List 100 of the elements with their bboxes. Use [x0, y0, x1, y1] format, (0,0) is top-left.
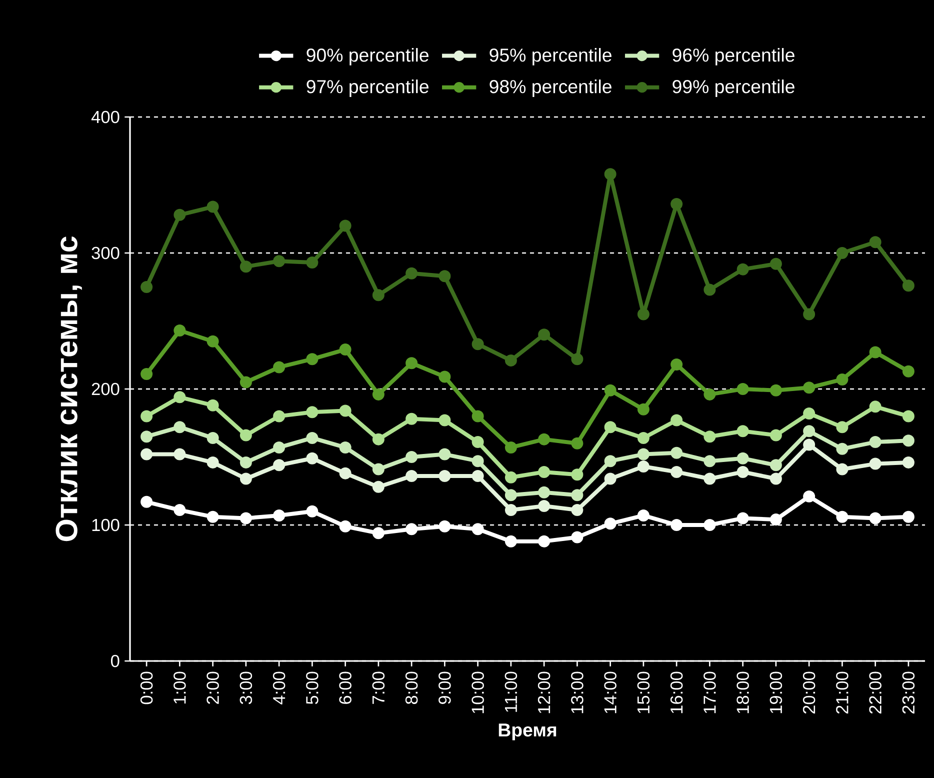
point	[704, 519, 716, 531]
point	[538, 328, 550, 341]
y-tick-label: 300	[92, 246, 120, 260]
point	[704, 284, 716, 296]
point	[339, 467, 352, 480]
x-tick-label: 7:00	[372, 672, 385, 704]
point	[472, 338, 484, 350]
x-tick-label: 23:00	[902, 672, 915, 714]
x-tick-label: 11:00	[504, 672, 518, 712]
x-tick-label: 10:00	[472, 672, 484, 714]
x-tick-label: 6:00	[339, 672, 352, 704]
point	[670, 466, 683, 478]
point	[836, 247, 848, 259]
x-tick-label: 12:00	[538, 672, 550, 714]
point	[869, 400, 882, 413]
point	[803, 382, 816, 394]
point	[472, 410, 484, 422]
point	[736, 466, 749, 478]
point	[604, 455, 616, 468]
point	[704, 430, 716, 443]
point	[472, 455, 484, 468]
x-tick-label: 3:00	[240, 672, 252, 704]
point	[273, 441, 286, 454]
point	[770, 258, 782, 270]
point	[902, 410, 914, 422]
point	[174, 208, 186, 221]
point	[538, 486, 550, 498]
point	[803, 308, 816, 320]
point	[836, 421, 848, 434]
point	[174, 421, 186, 434]
point	[306, 256, 318, 269]
point	[637, 448, 650, 460]
x-tick-label: 16:00	[670, 672, 683, 714]
point	[670, 414, 683, 426]
x-tick-label: 20:00	[802, 672, 816, 714]
point	[504, 489, 517, 502]
point	[836, 463, 848, 476]
point	[339, 344, 352, 356]
point	[571, 531, 584, 544]
point	[273, 509, 286, 522]
legend-label: 96% percentile	[672, 48, 794, 66]
x-tick-label: 21:00	[836, 672, 848, 714]
point	[339, 404, 352, 417]
point	[803, 407, 816, 420]
legend-label: 90% percentile	[306, 48, 428, 66]
point	[206, 456, 219, 468]
x-tick-label: 0:00	[140, 672, 153, 704]
x-tick-label: 1:00	[174, 672, 186, 704]
point	[504, 535, 517, 548]
point	[273, 361, 286, 374]
point	[770, 459, 782, 472]
point	[174, 448, 186, 460]
point	[902, 510, 914, 523]
point	[206, 399, 219, 412]
point	[339, 520, 352, 532]
point	[803, 425, 816, 438]
point	[571, 489, 584, 502]
point	[206, 510, 219, 523]
x-tick-label: 13:00	[571, 672, 584, 714]
point	[902, 365, 914, 378]
point	[306, 452, 318, 464]
point	[438, 370, 451, 383]
point	[704, 472, 716, 485]
point	[406, 267, 418, 280]
point	[306, 505, 318, 518]
point	[637, 432, 650, 444]
point	[406, 451, 418, 463]
point	[869, 512, 882, 524]
point	[803, 490, 816, 502]
point	[704, 455, 716, 468]
point	[240, 512, 252, 524]
y-axis-title: Отклик системы, мс	[56, 236, 82, 542]
point	[206, 432, 219, 444]
x-tick-label: 15:00	[637, 672, 650, 714]
x-tick-label: 22:00	[869, 672, 882, 714]
point	[273, 255, 286, 268]
y-tick-label: 200	[92, 382, 120, 396]
point	[902, 456, 914, 468]
point	[538, 466, 550, 478]
point	[770, 514, 782, 526]
point	[869, 458, 882, 470]
point	[571, 437, 584, 450]
point	[140, 496, 153, 508]
point	[504, 504, 517, 516]
point	[571, 504, 584, 516]
point	[604, 384, 616, 396]
x-tick-label: 9:00	[438, 672, 451, 704]
point	[604, 518, 616, 530]
point	[670, 519, 683, 531]
x-tick-label: 17:00	[704, 672, 716, 714]
point	[836, 442, 848, 455]
point	[472, 436, 484, 448]
point	[273, 459, 286, 472]
point	[571, 353, 584, 366]
point	[339, 220, 352, 232]
point	[206, 335, 219, 348]
point	[504, 441, 517, 454]
point	[438, 520, 451, 532]
point	[736, 425, 749, 438]
point	[604, 472, 616, 485]
